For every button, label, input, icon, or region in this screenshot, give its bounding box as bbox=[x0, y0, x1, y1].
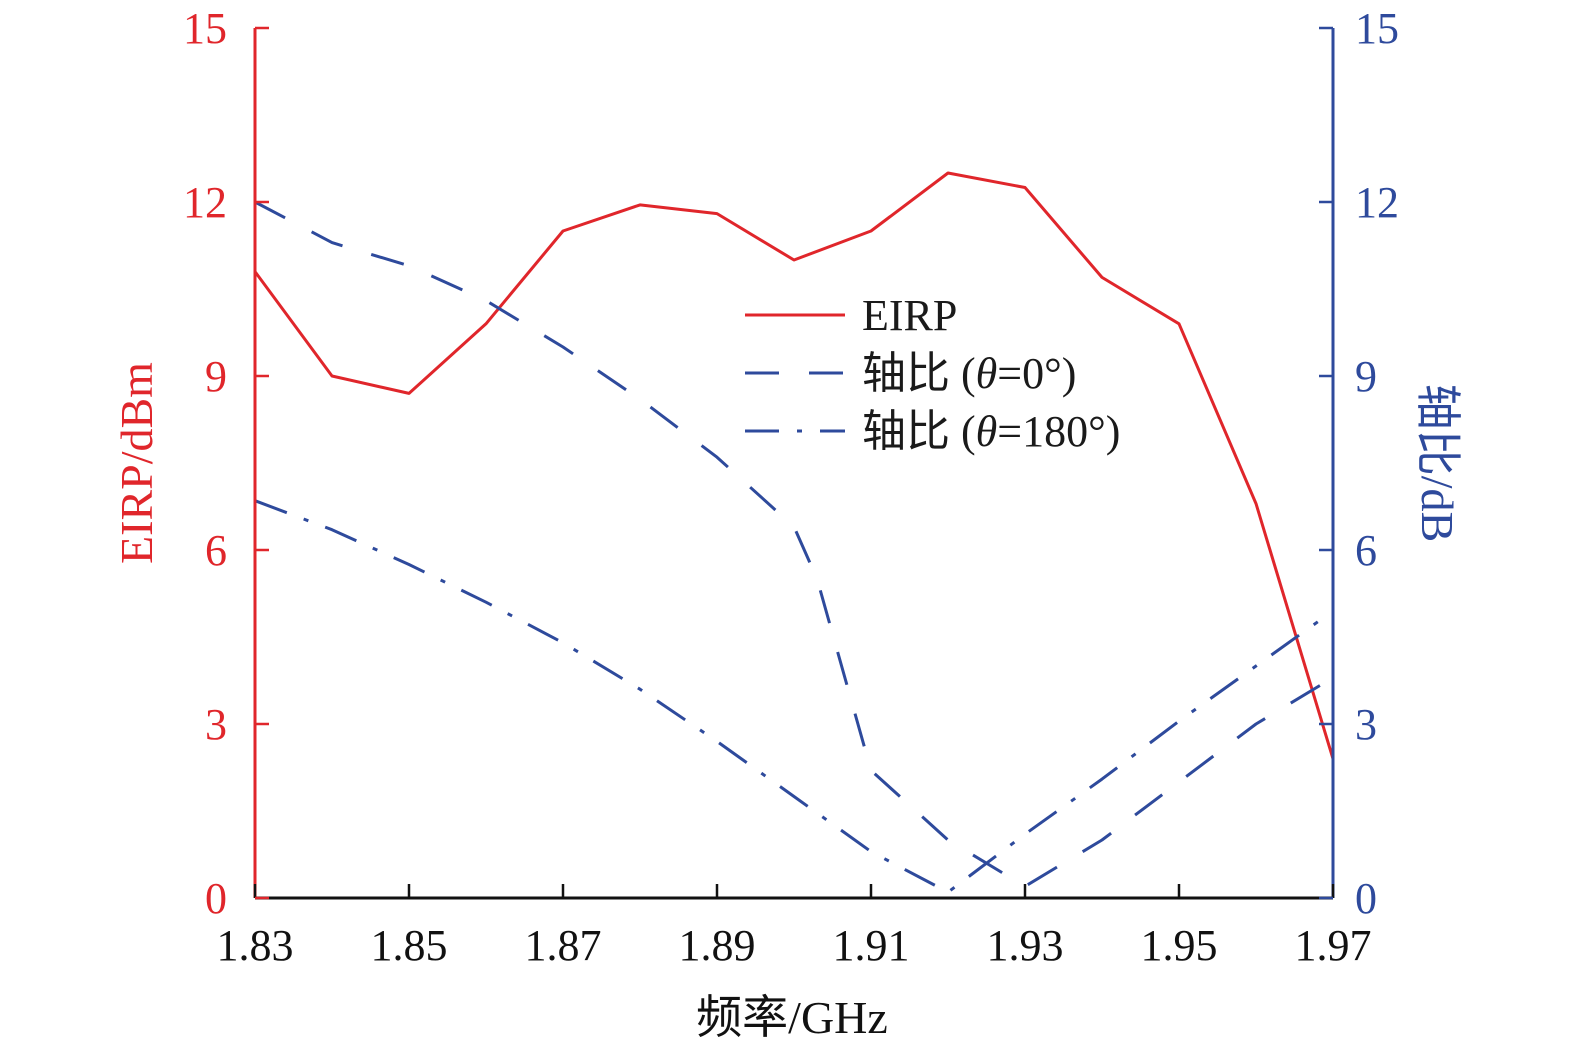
x-tick-label: 1.87 bbox=[525, 921, 602, 970]
y-left-tick-label: 3 bbox=[205, 700, 227, 749]
axes-layer bbox=[253, 28, 1335, 900]
legend-label-3: 轴比 (θ=180°) bbox=[862, 407, 1120, 456]
y-left-tick-label: 15 bbox=[183, 4, 227, 53]
x-axis-title: 频率/GHz bbox=[696, 992, 888, 1043]
x-tick-label: 1.85 bbox=[371, 921, 448, 970]
y-right-tick-label: 9 bbox=[1355, 352, 1377, 401]
y-right-tick-label: 3 bbox=[1355, 700, 1377, 749]
x-tick-label: 1.83 bbox=[217, 921, 294, 970]
series-line-2 bbox=[254, 200, 1334, 888]
x-tick-label: 1.97 bbox=[1295, 921, 1372, 970]
x-tick-label: 1.89 bbox=[679, 921, 756, 970]
y-left-tick-label: 12 bbox=[183, 178, 227, 227]
y-right-tick-label: 0 bbox=[1355, 874, 1377, 923]
x-tick-label: 1.93 bbox=[987, 921, 1064, 970]
series-line-1 bbox=[253, 171, 1335, 760]
ticks-layer: 1.83 1.85 1.87 1.89 1.91 1.93 1.95 1.9703691215… bbox=[183, 4, 1399, 970]
series-line-3 bbox=[254, 499, 1334, 894]
y-left-tick-label: 0 bbox=[205, 874, 227, 923]
y-right-tick-label: 12 bbox=[1355, 178, 1399, 227]
y-left-tick-label: 9 bbox=[205, 352, 227, 401]
series-layer bbox=[253, 171, 1335, 894]
legend-label-2: 轴比 (θ=0°) bbox=[862, 349, 1076, 398]
legend-label-1: EIRP bbox=[862, 291, 957, 340]
y-right-tick-label: 6 bbox=[1355, 526, 1377, 575]
x-tick-label: 1.91 bbox=[833, 921, 910, 970]
y-left-axis-title: EIRP/dBm bbox=[111, 362, 162, 564]
y-left-tick-label: 6 bbox=[205, 526, 227, 575]
y-right-axis-title: 轴比/dB bbox=[1412, 384, 1463, 542]
x-tick-label: 1.95 bbox=[1141, 921, 1218, 970]
y-right-tick-label: 15 bbox=[1355, 4, 1399, 53]
legend: EIRP 轴比 (θ=0°) 轴比 (θ=180°) bbox=[745, 291, 1120, 456]
